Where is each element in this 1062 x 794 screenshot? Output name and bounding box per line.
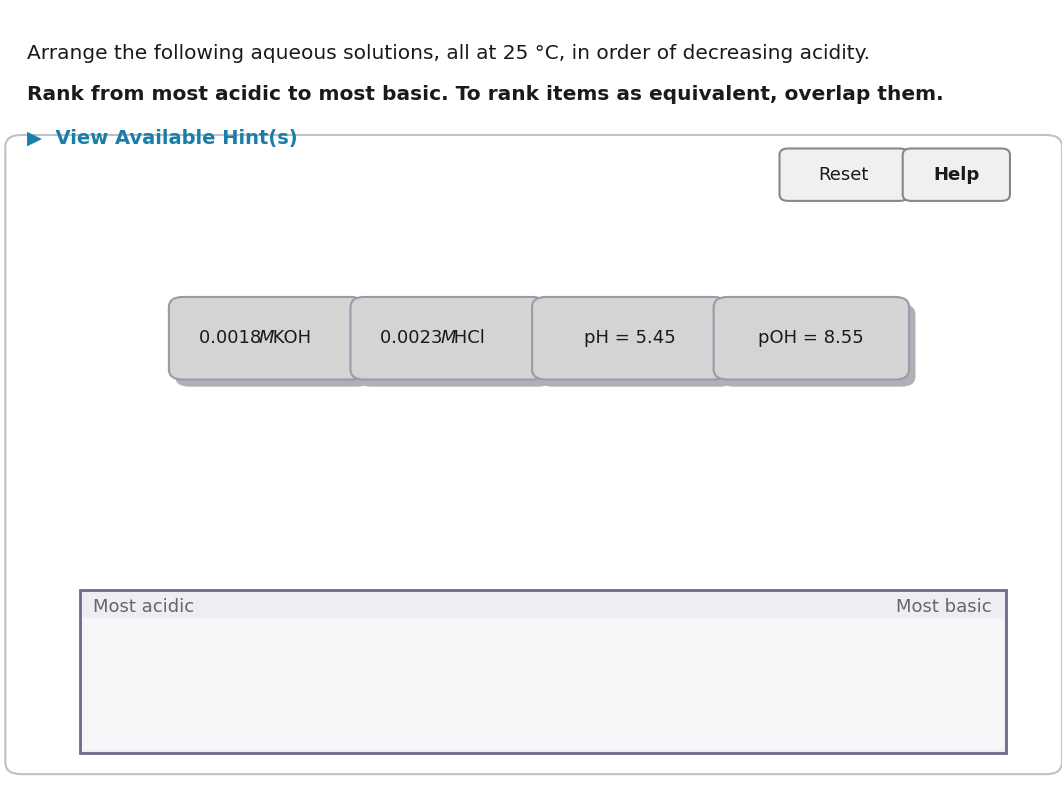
FancyBboxPatch shape <box>780 148 908 201</box>
FancyBboxPatch shape <box>82 618 1004 750</box>
Text: Rank from most acidic to most basic. To rank items as equivalent, overlap them.: Rank from most acidic to most basic. To … <box>27 85 943 104</box>
FancyBboxPatch shape <box>532 297 727 380</box>
FancyBboxPatch shape <box>714 297 909 380</box>
FancyBboxPatch shape <box>175 304 371 387</box>
FancyBboxPatch shape <box>350 297 546 380</box>
FancyBboxPatch shape <box>720 304 915 387</box>
Text: KOH: KOH <box>267 330 311 347</box>
Text: M: M <box>441 330 456 347</box>
Text: Most acidic: Most acidic <box>93 598 194 616</box>
Text: Help: Help <box>933 166 979 183</box>
Text: Arrange the following aqueous solutions, all at 25 °C, in order of decreasing ac: Arrange the following aqueous solutions,… <box>27 44 870 63</box>
Text: ▶  View Available Hint(s): ▶ View Available Hint(s) <box>27 129 297 148</box>
Text: HCl: HCl <box>448 330 485 347</box>
FancyBboxPatch shape <box>80 590 1006 753</box>
FancyBboxPatch shape <box>903 148 1010 201</box>
Text: Most basic: Most basic <box>896 598 992 616</box>
Text: M: M <box>259 330 274 347</box>
FancyBboxPatch shape <box>5 135 1062 774</box>
Text: 0.0018: 0.0018 <box>199 330 267 347</box>
Text: pH = 5.45: pH = 5.45 <box>584 330 675 347</box>
FancyBboxPatch shape <box>357 304 552 387</box>
Text: 0.0023: 0.0023 <box>380 330 448 347</box>
Text: pOH = 8.55: pOH = 8.55 <box>758 330 864 347</box>
Text: Reset: Reset <box>819 166 869 183</box>
FancyBboxPatch shape <box>169 297 364 380</box>
FancyBboxPatch shape <box>538 304 734 387</box>
